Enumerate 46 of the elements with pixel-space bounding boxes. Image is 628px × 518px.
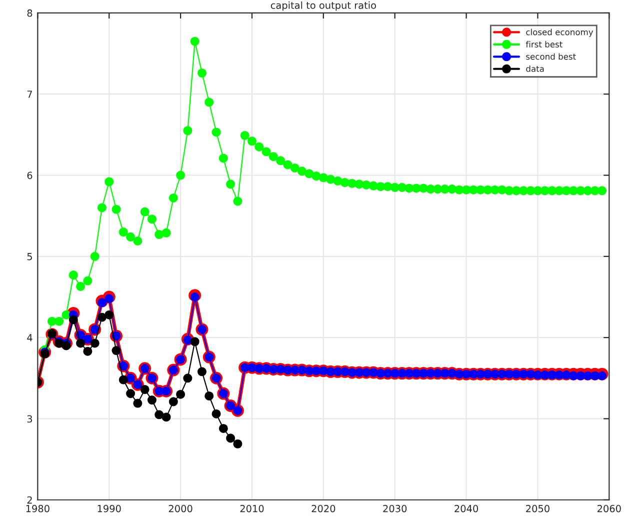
y-tick-label: 8 [27,9,32,17]
point [90,338,100,348]
point [112,346,121,356]
point [168,397,178,406]
y-tick-label: 4 [27,334,32,342]
x-tick-label: 2020 [312,504,336,512]
x-tick-label: 2030 [383,504,407,512]
point [76,338,86,348]
legend-label: first best [526,41,562,48]
point [176,390,186,399]
point [197,367,206,376]
x-tick-label: 2040 [454,504,478,512]
y-tick-label: 5 [27,253,32,260]
point [118,375,128,384]
point [104,310,114,320]
point [190,337,200,346]
point [147,396,156,405]
x-tick-label: 2000 [168,504,192,512]
point [62,341,71,350]
point [212,409,221,418]
x-tick-label: 1990 [98,504,121,512]
x-tick-label: 2010 [240,504,264,512]
chart-title: capital to output ratio [270,1,376,11]
x-tick-label: 2050 [526,504,550,512]
y-tick-label: 6 [27,172,32,180]
x-tick-label: 2060 [598,504,621,512]
point [126,389,136,398]
point [204,391,214,401]
point [133,398,142,408]
legend-label: data [526,65,544,72]
point [140,384,150,394]
x-tick-label: 1980 [26,504,50,512]
point [233,439,242,448]
point [183,374,192,383]
point [83,346,92,356]
y-tick-label: 2 [27,496,32,504]
legend-label: closed economy [526,28,594,37]
point [97,312,106,322]
legend-label: second best [526,53,576,60]
y-tick-label: 7 [27,90,32,98]
point [68,315,78,324]
point [154,410,164,420]
point [218,424,228,433]
point [226,434,236,443]
y-tick-label: 3 [27,415,32,423]
point [162,412,171,422]
